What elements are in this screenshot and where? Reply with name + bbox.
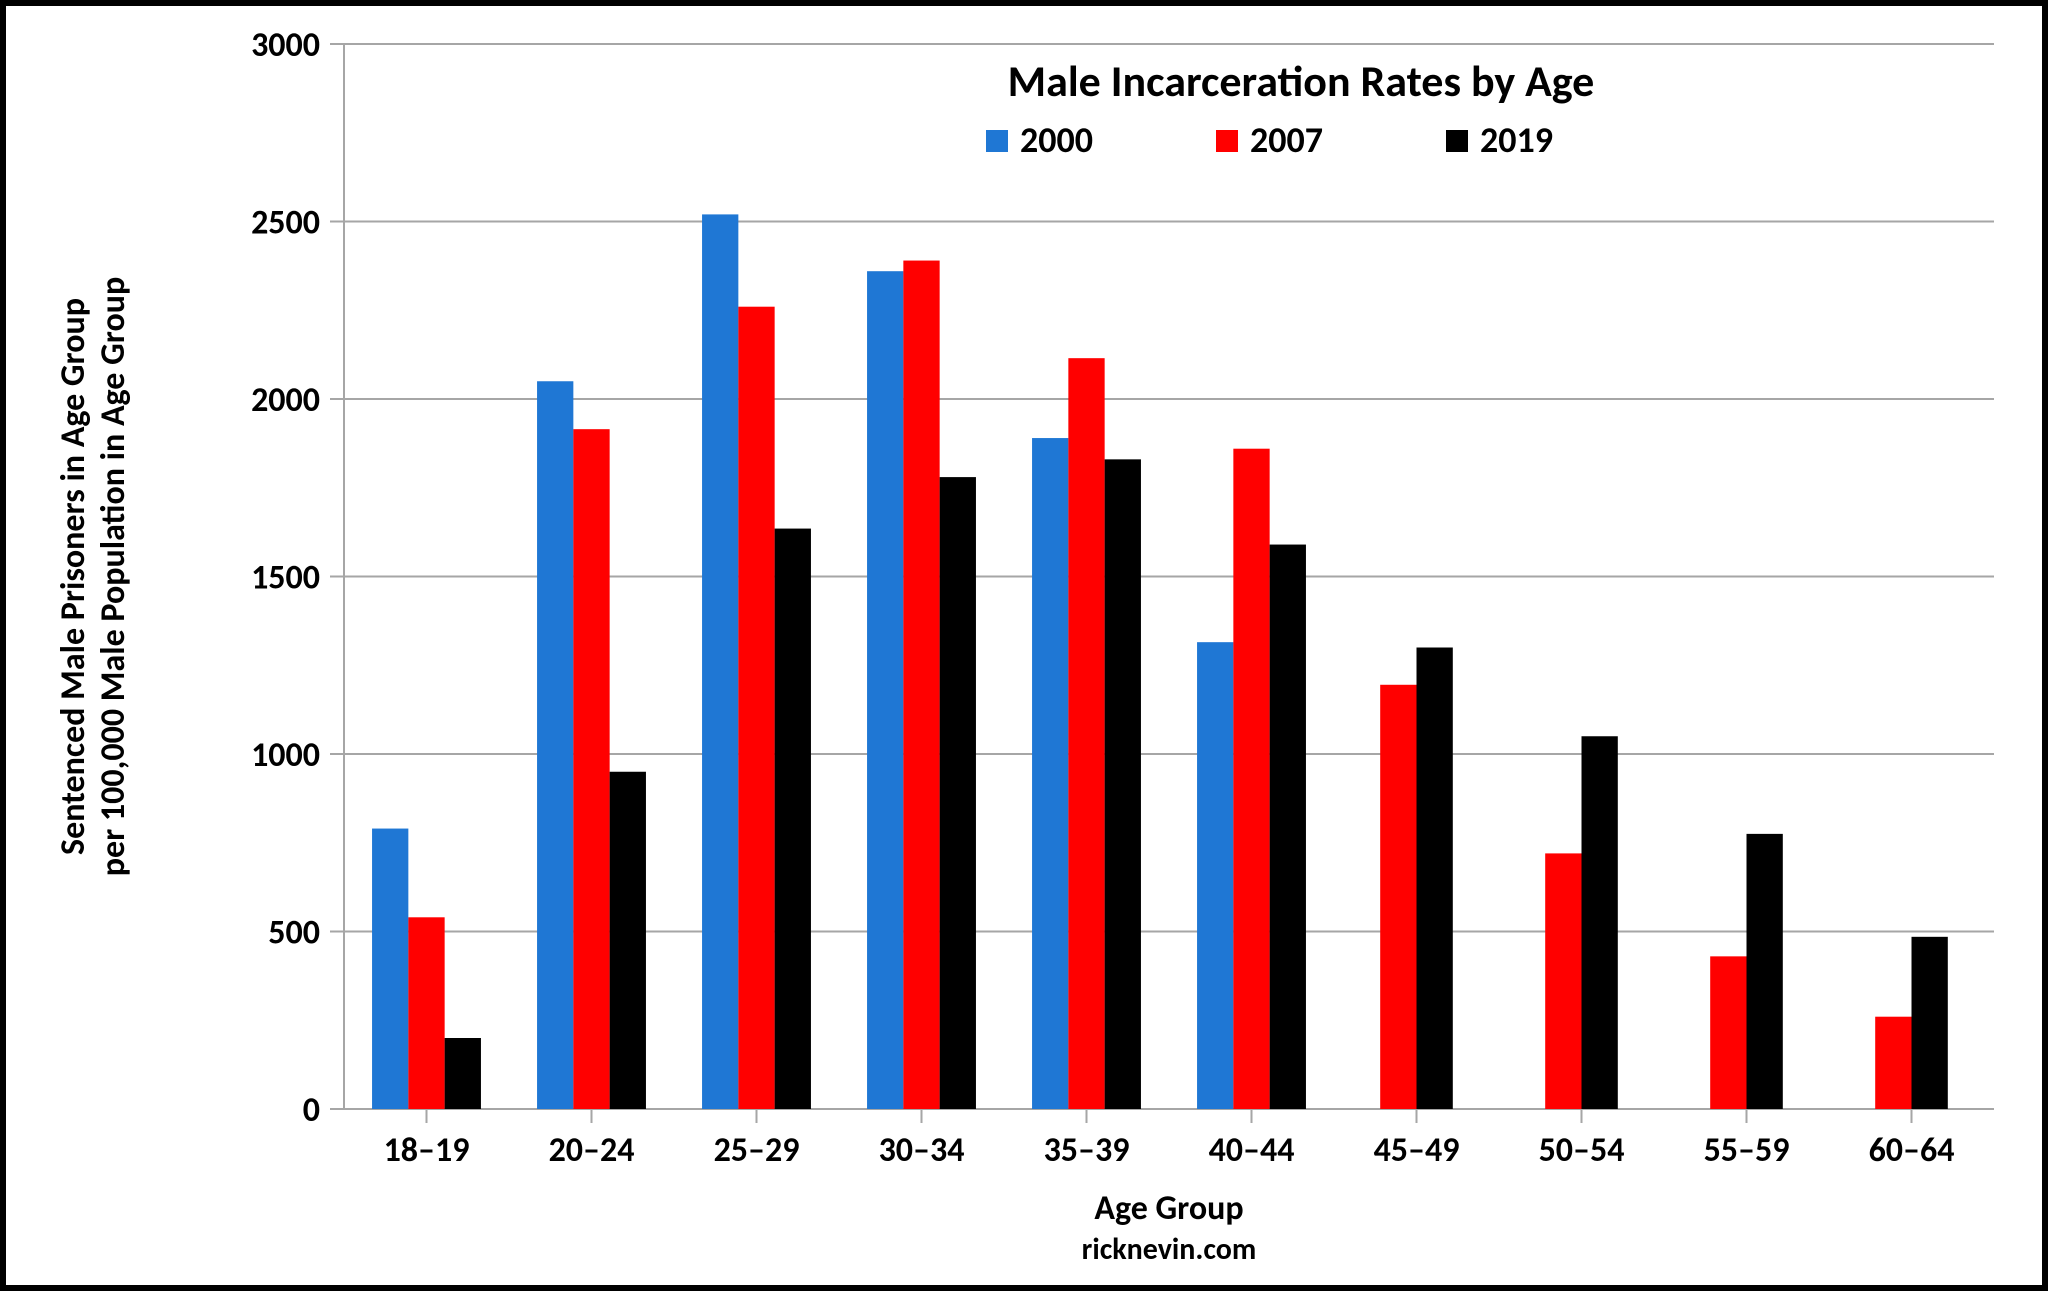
- legend-label-2019: 2019: [1480, 118, 1553, 162]
- legend-swatch-2019: [1446, 130, 1468, 152]
- bar-2019-45–49: [1417, 648, 1453, 1110]
- bar-2000-30–34: [867, 271, 903, 1109]
- bar-2019-18–19: [445, 1038, 481, 1109]
- x-tick-label: 55–59: [1704, 1130, 1790, 1171]
- x-axis-title: Age Group: [1094, 1188, 1243, 1229]
- legend: 2000 2007 2019: [986, 118, 1553, 162]
- y-tick-label: 3000: [251, 25, 320, 66]
- y-ticks: 0 500 1000 1500 2000 2500 3000: [251, 25, 344, 1131]
- bar-2019-50–54: [1582, 736, 1618, 1109]
- x-tick-label: 25–29: [714, 1130, 800, 1171]
- bar-chart: 0 500 1000 1500 2000 2500 3000 18–19 20–24 25–29 3…: [24, 24, 2024, 1273]
- x-tick-label: 18–19: [384, 1130, 470, 1171]
- y-axis-title-line2: per 100,000 Male Population in Age Group: [93, 277, 134, 876]
- legend-swatch-2000: [986, 130, 1008, 152]
- bar-2000-18–19: [372, 829, 408, 1109]
- chart-title: Male Incarceration Rates by Age: [1008, 54, 1595, 108]
- bar-2007-18–19: [408, 917, 444, 1109]
- bars: [372, 214, 1948, 1109]
- legend-swatch-2007: [1216, 130, 1238, 152]
- x-tick-label: 30–34: [879, 1130, 965, 1171]
- y-tick-label: 500: [268, 913, 320, 954]
- y-tick-label: 2500: [251, 203, 320, 244]
- x-tick-label: 35–39: [1044, 1130, 1130, 1171]
- y-tick-label: 1000: [251, 735, 320, 776]
- bar-2007-50–54: [1545, 853, 1581, 1109]
- x-tick-label: 40–44: [1209, 1130, 1295, 1171]
- bar-2019-25–29: [775, 529, 811, 1109]
- y-axis-title-line1: Sentenced Male Prisoners in Age Group: [53, 298, 94, 855]
- bar-2000-40–44: [1197, 642, 1233, 1109]
- bar-2019-35–39: [1105, 459, 1141, 1109]
- x-tick-label: 60–64: [1869, 1130, 1955, 1171]
- chart-frame: 0 500 1000 1500 2000 2500 3000 18–19 20–24 25–29 3…: [0, 0, 2048, 1291]
- bar-2019-20–24: [610, 772, 646, 1109]
- y-tick-label: 2000: [251, 380, 320, 421]
- legend-label-2007: 2007: [1250, 118, 1323, 162]
- bar-2007-20–24: [573, 429, 609, 1109]
- chart-container: 0 500 1000 1500 2000 2500 3000 18–19 20–24 25–29 3…: [24, 24, 2024, 1267]
- bar-2019-40–44: [1270, 545, 1306, 1109]
- y-tick-label: 0: [303, 1090, 320, 1131]
- y-tick-label: 1500: [251, 558, 320, 599]
- bar-2000-25–29: [702, 214, 738, 1109]
- bar-2019-30–34: [940, 477, 976, 1109]
- bar-2007-55–59: [1710, 956, 1746, 1109]
- bar-2007-60–64: [1875, 1017, 1911, 1109]
- x-tick-label: 50–54: [1539, 1130, 1625, 1171]
- bar-2007-45–49: [1380, 685, 1416, 1109]
- bar-2000-35–39: [1032, 438, 1068, 1109]
- bar-2007-25–29: [738, 307, 774, 1109]
- x-tick-label: 20–24: [549, 1130, 635, 1171]
- x-ticks: 18–19 20–24 25–29 30–34 35–39 40–44 45–49 50–54…: [384, 1109, 1955, 1171]
- x-tick-label: 45–49: [1374, 1130, 1460, 1171]
- credit-text: ricknevin.com: [1082, 1231, 1257, 1268]
- bar-2007-40–44: [1233, 449, 1269, 1109]
- legend-label-2000: 2000: [1020, 118, 1093, 162]
- bar-2007-30–34: [903, 261, 939, 1109]
- bar-2000-20–24: [537, 381, 573, 1109]
- bar-2007-35–39: [1068, 358, 1104, 1109]
- bar-2019-55–59: [1747, 834, 1783, 1109]
- bar-2019-60–64: [1912, 937, 1948, 1109]
